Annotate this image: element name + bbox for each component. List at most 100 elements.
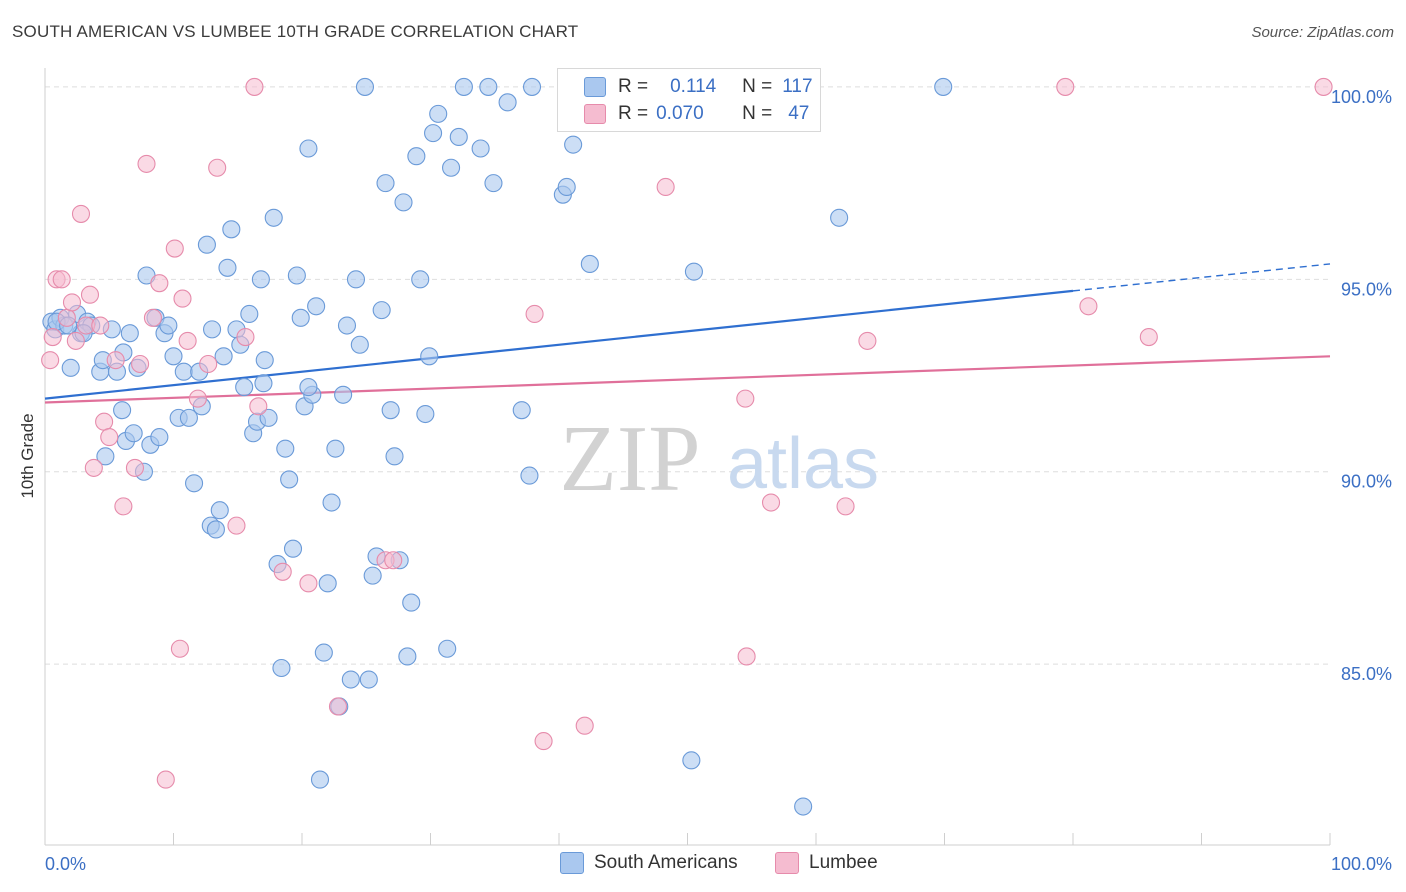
lumbee-point: [858, 331, 877, 350]
lumbee-point: [575, 716, 594, 735]
watermark-atlas: atlas: [727, 424, 879, 504]
lumbee-point: [106, 351, 125, 370]
lumbee-point: [525, 304, 544, 324]
legend-row-south-american: R = 0.114 N = 117: [584, 75, 813, 99]
south-american-point: [283, 539, 303, 558]
lumbee-point: [95, 412, 114, 431]
lumbee-points: [41, 77, 1333, 789]
south-american-point: [449, 127, 468, 147]
legend-n-label: N =: [742, 76, 773, 97]
south-american-point: [830, 208, 849, 227]
south-american-point: [442, 158, 461, 177]
south-american-point: [96, 447, 115, 466]
lumbee-point: [236, 328, 255, 347]
south-american-point: [255, 351, 274, 370]
south-american-point: [520, 466, 539, 485]
south-american-point: [113, 401, 132, 420]
lumbee-point: [188, 389, 207, 408]
south-american-point: [206, 520, 225, 539]
south-american-point: [179, 408, 198, 427]
lumbee-point: [656, 177, 675, 197]
south-american-point: [372, 301, 391, 320]
bottom-legend-swatch-blue: [560, 852, 584, 874]
tick-labels: 85.0% 90.0% 95.0% 100.0% 0.0% 100.0%: [45, 87, 1392, 874]
gridlines: [45, 86, 1330, 665]
trend-lines: [44, 263, 1331, 404]
south-american-point: [299, 378, 318, 397]
south-american-point: [299, 139, 318, 158]
legend-swatch-blue: [584, 77, 606, 97]
lumbee-point: [57, 308, 76, 327]
x-tick-label-min: 0.0%: [45, 854, 86, 874]
south-american-point: [346, 270, 366, 289]
legend-n-label: N =: [742, 103, 773, 124]
south-american-point: [210, 501, 229, 520]
y-tick-label: 100.0%: [1331, 87, 1392, 107]
south-american-point: [218, 258, 237, 277]
lumbee-point: [41, 351, 60, 370]
lumbee-point: [52, 270, 71, 289]
south-american-point: [411, 270, 430, 289]
lumbee-point: [208, 158, 227, 177]
south-american-point: [254, 374, 273, 393]
south-american-point: [259, 408, 278, 427]
south-american-point: [197, 235, 216, 254]
south-american-point: [407, 147, 426, 166]
south-american-point: [240, 304, 259, 324]
lumbee-point: [178, 331, 197, 350]
south-american-point: [564, 135, 583, 154]
lumbee-point: [125, 458, 144, 477]
lumbee-point: [273, 562, 292, 581]
lumbee-point: [84, 458, 103, 477]
lumbee-point: [100, 428, 119, 447]
lumbee-point: [150, 274, 169, 293]
lumbee-point: [534, 732, 553, 751]
south-american-point: [334, 385, 353, 404]
south-american-point: [235, 378, 254, 397]
lumbee-point: [173, 289, 192, 308]
south-american-point: [420, 347, 439, 366]
south-american-point: [322, 493, 341, 512]
south-american-point: [498, 93, 517, 112]
south-american-point: [318, 574, 337, 593]
y-tick-label: 85.0%: [1341, 664, 1392, 684]
south-american-point: [272, 658, 291, 678]
legend-r-label: R =: [618, 103, 649, 124]
lumbee-point: [165, 239, 184, 258]
south-american-point: [471, 139, 490, 158]
lumbee-point: [1056, 77, 1075, 96]
legend-r-label: R =: [618, 76, 649, 97]
legend-n-value: 117: [782, 76, 813, 97]
lumbee-point: [71, 204, 91, 223]
south-american-point: [479, 77, 498, 96]
bottom-legend-lumbee: Lumbee: [775, 852, 878, 874]
south-american-point: [385, 447, 404, 466]
bottom-legend-label: Lumbee: [809, 852, 878, 873]
lumbee-point: [1314, 77, 1333, 96]
legend-row-lumbee: R = 0.070 N = 47: [584, 102, 809, 126]
south-american-point: [203, 320, 222, 339]
x-tick-label-max: 100.0%: [1331, 854, 1392, 874]
bottom-legend-south-americans: South Americans: [560, 852, 738, 874]
south-american-point: [124, 424, 143, 443]
lumbee-point: [62, 293, 82, 312]
south-american-point: [438, 639, 457, 658]
bottom-legend-label: South Americans: [594, 852, 738, 873]
lumbee-trend-line: [44, 355, 1331, 404]
lumbee-point: [736, 389, 755, 408]
lumbee-point: [143, 308, 162, 327]
south-american-point: [150, 428, 169, 447]
south-american-point: [61, 358, 80, 377]
lumbee-point: [170, 639, 189, 658]
south-american-point: [307, 297, 326, 316]
lumbee-point: [737, 647, 756, 666]
lumbee-point: [1079, 297, 1098, 316]
south-american-point: [363, 566, 382, 585]
south-american-point: [398, 647, 417, 666]
y-axis-label: 10th Grade: [18, 413, 37, 498]
lumbee-point: [227, 516, 246, 535]
south-american-point: [222, 220, 241, 239]
south-american-point: [580, 254, 599, 273]
lumbee-point: [836, 497, 855, 516]
